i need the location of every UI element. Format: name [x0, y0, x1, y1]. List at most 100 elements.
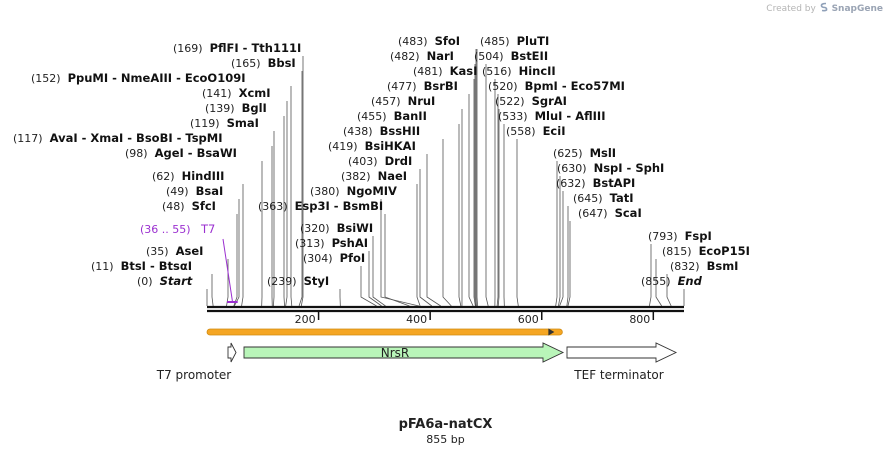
site-position: (477): [387, 80, 424, 93]
axis-tick-label: 400: [406, 313, 427, 326]
restriction-site-label[interactable]: (165) BbsI: [231, 56, 296, 70]
restriction-site-label[interactable]: (481) KasI: [413, 64, 477, 78]
site-position: (455): [357, 110, 394, 123]
snapgene-logo-icon: [820, 2, 828, 12]
restriction-site-label[interactable]: (320) BsiWI: [300, 221, 373, 235]
restriction-site-label[interactable]: (119) SmaI: [190, 116, 259, 130]
site-leader-line: [666, 274, 672, 307]
site-position: (815): [662, 245, 699, 258]
restriction-site-label[interactable]: (363) Esp3I - BsmBI: [258, 199, 383, 213]
restriction-site-label[interactable]: (313) PshAI: [295, 236, 368, 250]
feature-label: NrsR: [381, 346, 410, 360]
site-leader-line: [468, 94, 474, 307]
restriction-site-label[interactable]: (438) BssHII: [343, 124, 420, 138]
site-leader-line: [233, 214, 238, 307]
enzyme-name: BpmI - Eco57MI: [525, 79, 625, 93]
feature-track: T7 promoter NrsR TEF terminator: [156, 342, 678, 382]
site-position: (630): [557, 162, 594, 175]
restriction-site-label[interactable]: (485) PluTI: [480, 34, 549, 48]
enzyme-name: FspI: [685, 229, 712, 243]
site-leader-line: [368, 251, 382, 307]
restriction-site-label[interactable]: (403) DrdI: [348, 154, 412, 168]
enzyme-name: XcmI: [239, 86, 271, 100]
restriction-site-label[interactable]: (455) BanII: [357, 109, 427, 123]
site-position: (483): [398, 35, 435, 48]
restriction-site-label[interactable]: (304) PfoI: [303, 251, 365, 265]
enzyme-name: NgoMIV: [347, 184, 397, 198]
enzyme-name: MluI - AflIII: [535, 109, 606, 123]
axis-ticks: 200 400 600 800: [295, 311, 655, 326]
enzyme-name: BtsI - BtsαI: [121, 259, 192, 273]
restriction-site-label[interactable]: (62) HindIII: [152, 169, 224, 183]
enzyme-name: PpuMI - NmeAIII - EcoO109I: [68, 71, 246, 85]
restriction-site-label[interactable]: (457) NruI: [371, 94, 435, 108]
site-leader-line: [290, 86, 293, 307]
restriction-site-label[interactable]: (35) AseI: [146, 244, 203, 258]
site-leader-line: [485, 64, 489, 307]
feature-arrow[interactable]: [243, 342, 565, 363]
restriction-site-label[interactable]: (11) BtsI - BtsαI: [91, 259, 192, 273]
restriction-site-label[interactable]: (139) BglI: [205, 101, 267, 115]
restriction-site-label[interactable]: (419) BsiHKAI: [328, 139, 416, 153]
restriction-site-label[interactable]: (477) BsrBI: [387, 79, 458, 93]
enzyme-name: DrdI: [385, 154, 413, 168]
site-position: (239): [267, 275, 304, 288]
restriction-site-label[interactable]: (239) StyI: [267, 274, 329, 288]
restriction-site-label[interactable]: (482) NarI: [390, 49, 454, 63]
restriction-site-label[interactable]: (647) ScaI: [578, 206, 642, 220]
site-position: (438): [343, 125, 380, 138]
plasmid-length: 855 bp: [426, 433, 465, 446]
enzyme-name: KasI: [450, 64, 478, 78]
restriction-site-label[interactable]: (141) XcmI: [202, 86, 271, 100]
restriction-site-label[interactable]: (533) MluI - AflIII: [498, 109, 605, 123]
restriction-site-label[interactable]: (380) NgoMIV: [310, 184, 397, 198]
restriction-site-label[interactable]: (152) PpuMI - NmeAIII - EcoO109I: [31, 71, 246, 85]
feature-arrow[interactable]: [566, 342, 678, 363]
site-leader-line: [559, 191, 564, 307]
site-position: (533): [498, 110, 535, 123]
enzyme-name: BglI: [242, 101, 267, 115]
restriction-site-label[interactable]: (625) MslI: [553, 146, 616, 160]
restriction-site-label[interactable]: (558) EciI: [506, 124, 565, 138]
enzyme-name: End: [678, 274, 703, 288]
site-leader-line: [283, 116, 285, 307]
restriction-site-label[interactable]: (520) BpmI - Eco57MI: [488, 79, 625, 93]
site-leader-line: [426, 154, 441, 307]
restriction-site-label[interactable]: (815) EcoP15I: [662, 244, 750, 258]
site-position: (419): [328, 140, 365, 153]
primer-t7-range: (36 .. 55): [140, 223, 191, 236]
site-position: (320): [300, 222, 337, 235]
restriction-site-label[interactable]: (645) TatI: [573, 191, 633, 205]
enzyme-name: SgrAI: [532, 94, 567, 108]
site-leader-line: [442, 139, 452, 307]
site-position: (632): [556, 177, 593, 190]
restriction-site-label[interactable]: (793) FspI: [648, 229, 712, 243]
restriction-site-label[interactable]: (504) BstEII: [474, 49, 548, 63]
site-leader-line: [496, 94, 499, 307]
feature-arrow[interactable]: [227, 342, 237, 363]
restriction-site-label[interactable]: (832) BsmI: [670, 259, 738, 273]
site-position: (457): [371, 95, 408, 108]
restriction-site-label[interactable]: (49) BsaI: [166, 184, 223, 198]
restriction-site-label[interactable]: (169) PflFI - Tth111I: [173, 41, 301, 55]
restriction-site-label[interactable]: (483) SfoI: [398, 34, 460, 48]
restriction-site-label[interactable]: (0) Start: [137, 274, 193, 288]
enzyme-name: BsmI: [707, 259, 739, 273]
restriction-site-label[interactable]: (632) BstAPI: [556, 176, 635, 190]
credit-brand: SnapGene: [831, 4, 883, 14]
restriction-site-label[interactable]: (630) NspI - SphI: [557, 161, 664, 175]
enzyme-name: Start: [160, 274, 193, 288]
site-position: (382): [341, 170, 378, 183]
site-leader-line: [458, 124, 462, 307]
restriction-site-label[interactable]: (98) AgeI - BsaWI: [125, 146, 237, 160]
enzyme-name: PshAI: [332, 236, 368, 250]
restriction-site-label[interactable]: (516) HincII: [482, 64, 556, 78]
enzyme-name: BstAPI: [593, 176, 636, 190]
enzyme-name: BsrBI: [424, 79, 458, 93]
restriction-site-label[interactable]: (117) AvaI - XmaI - BsoBI - TspMI: [13, 131, 223, 145]
restriction-site-label[interactable]: (855) End: [641, 274, 703, 288]
restriction-site-label[interactable]: (522) SgrAI: [495, 94, 567, 108]
restriction-site-label[interactable]: (382) NaeI: [341, 169, 407, 183]
site-leader-line: [516, 139, 519, 307]
restriction-site-label[interactable]: (48) SfcI: [162, 199, 216, 213]
